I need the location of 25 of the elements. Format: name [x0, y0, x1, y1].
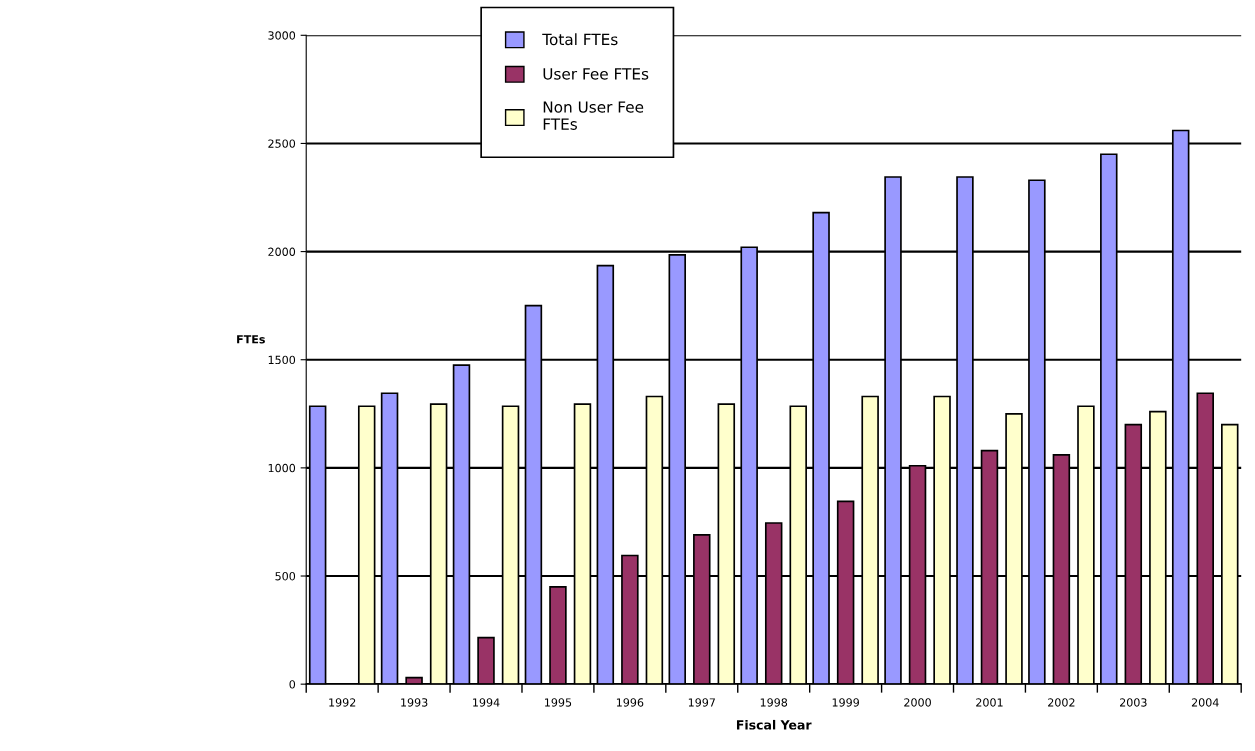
x-axis-title: Fiscal Year [736, 719, 812, 730]
legend-label: Total FTEs [542, 33, 618, 46]
y-axis-title: FTEs [237, 335, 265, 344]
x-tick-label: 1993 [401, 698, 428, 707]
x-tick-label: 2004 [1191, 698, 1219, 707]
x-tick-label: 1997 [688, 698, 715, 707]
x-tick-label: 1999 [832, 698, 859, 707]
y-tick-label: 3000 [268, 31, 296, 40]
x-tick-label: 2003 [1119, 698, 1147, 707]
y-tick-label: 1500 [268, 355, 296, 365]
x-tick-label: 1995 [545, 698, 572, 707]
x-tick-label: 1994 [473, 698, 500, 707]
y-tick-label: 500 [275, 571, 296, 581]
x-tick-label: 2002 [1048, 698, 1075, 707]
legend-label: User Fee FTEs [543, 68, 649, 80]
y-tick-label: 1000 [268, 463, 296, 473]
x-tick-label: 2001 [976, 698, 1003, 707]
x-tick-label: 1998 [760, 698, 788, 707]
y-tick-label: 0 [289, 680, 296, 689]
y-tick-label: 2500 [268, 139, 296, 148]
y-tick-label: 2000 [268, 247, 296, 256]
x-tick-label: 1996 [616, 698, 644, 707]
legend-label: Non User Fee FTEs [543, 101, 644, 130]
x-tick-label: 2000 [904, 698, 931, 707]
x-tick-label: 1992 [329, 698, 356, 707]
